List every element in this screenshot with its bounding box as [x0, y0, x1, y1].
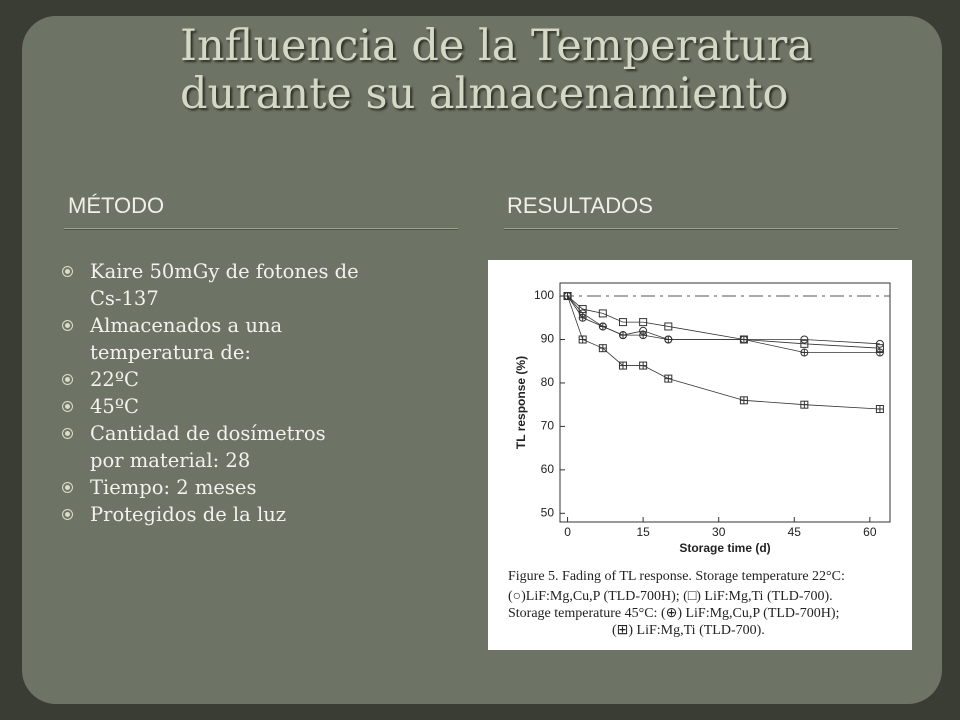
data-point: [664, 322, 673, 331]
bullet-text: Tiempo: 2 meses: [90, 476, 257, 499]
column-heading: RESULTADOS: [507, 193, 653, 218]
data-point: [739, 335, 748, 344]
marker-shape: [875, 339, 884, 348]
data-point: [578, 335, 587, 344]
data-point: [578, 305, 587, 314]
column-heading: MÉTODO: [68, 193, 165, 218]
marker-shape: [800, 401, 808, 409]
x-tick-label: 45: [788, 525, 802, 539]
title: Influencia de la Temperatura durante su …: [180, 22, 920, 118]
y-tick-label: 50: [541, 505, 555, 519]
heading-rule: [64, 228, 458, 230]
marker-shape: [664, 322, 673, 331]
trend-line: [567, 295, 880, 345]
y-tick-label: 70: [541, 419, 555, 433]
data-point: [618, 361, 627, 370]
y-tick-label: 100: [534, 288, 554, 302]
title-line: durante su almacenamiento: [180, 69, 789, 119]
marker-shape: [740, 396, 748, 404]
data-point: [563, 292, 572, 301]
bullet-text: Cantidad de dosímetros: [90, 422, 326, 445]
caption-line: Figure 5. Fading of TL response. Storage…: [508, 569, 845, 584]
marker-shape: [800, 349, 808, 357]
data-point: [875, 339, 884, 348]
marker-shape: [876, 349, 884, 357]
data-point: [618, 318, 627, 327]
bullet: 45ºC: [62, 393, 462, 420]
marker-shape: [618, 318, 627, 327]
bullet-text: por material: 28: [90, 449, 251, 472]
marker-shape: [598, 309, 607, 318]
heading-rule: [504, 228, 898, 230]
x-tick-label: 0: [564, 525, 571, 539]
marker-shape: [740, 335, 748, 343]
y-tick-label: 60: [541, 462, 555, 476]
marker-shape: [578, 305, 587, 314]
marker-shape: [800, 335, 809, 344]
caption-line: Storage temperature 45°C: (⊕) LiF:Mg,Cu,…: [508, 606, 839, 621]
marker-shape: [664, 375, 672, 383]
marker-shape: [664, 335, 672, 343]
data-point: [639, 318, 648, 327]
marker-shape: [579, 335, 587, 343]
data-point: [739, 396, 748, 405]
marker-shape: [639, 318, 648, 327]
data-point: [598, 344, 607, 353]
y-tick-label: 80: [541, 375, 555, 389]
data-point: [800, 335, 809, 344]
marker-shape: [579, 314, 587, 322]
data-point: [800, 348, 809, 357]
bullet: Almacenados a una temperatura de:: [62, 312, 462, 366]
trend-line: [567, 295, 880, 349]
marker-shape: [639, 362, 647, 370]
bullet: Tiempo: 2 meses: [62, 474, 462, 501]
marker-shape: [619, 362, 627, 370]
bullet-text: Cs-137: [90, 287, 159, 310]
bullet-list: Kaire 50mGy de fotones de Cs-137 Almacenad…: [62, 258, 462, 528]
data-point: [639, 331, 648, 340]
data-point: [578, 313, 587, 322]
bullet: 22ºC: [62, 366, 462, 393]
figure: 50 60 70 80 90 100 0 15 30 45 60 Storage time (d) TL…: [488, 260, 912, 650]
title-line: Influencia de la Temperatura: [180, 21, 813, 71]
data-point: [598, 309, 607, 318]
bullet-text: Protegidos de la luz: [90, 503, 287, 526]
caption-line: (○)LiF:Mg,Cu,P (TLD-700H); (□) LiF:Mg,Ti…: [508, 589, 833, 604]
data-point: [875, 405, 884, 414]
marker-shape: [599, 344, 607, 352]
marker-shape: [800, 339, 809, 348]
bullet: Protegidos de la luz: [62, 501, 462, 528]
x-axis-label: Storage time (d): [679, 541, 770, 555]
marker-shape: [564, 292, 572, 300]
data-point: [664, 374, 673, 383]
marker-shape: [876, 405, 884, 413]
bullet-text: Almacenados a una: [90, 314, 283, 337]
data-point: [598, 322, 607, 331]
y-tick-label: 90: [541, 332, 555, 346]
data-point: [618, 331, 627, 340]
x-tick-label: 60: [863, 525, 877, 539]
marker-shape: [599, 322, 607, 330]
plot-frame: [559, 282, 891, 523]
x-tick-label: 30: [712, 525, 726, 539]
data-point: [800, 339, 809, 348]
bullet: Kaire 50mGy de fotones de Cs-137: [62, 258, 462, 312]
caption-line: (⊞) LiF:Mg,Ti (TLD-700).: [612, 623, 765, 638]
bullet-text: 45ºC: [90, 395, 139, 418]
data-point: [800, 400, 809, 409]
figure-background: [488, 260, 912, 650]
bullet-text: 22ºC: [90, 368, 139, 391]
x-tick-label: 15: [636, 525, 650, 539]
y-axis-label: TL response (%): [514, 356, 528, 449]
data-point: [875, 348, 884, 357]
bullet: Cantidad de dosímetros por material: 28: [62, 420, 462, 474]
data-point: [664, 335, 673, 344]
marker-shape: [639, 331, 647, 339]
marker-shape: [619, 331, 627, 339]
bullet-text: temperatura de:: [90, 341, 251, 364]
data-point: [639, 361, 648, 370]
bullet-text: Kaire 50mGy de fotones de: [90, 260, 359, 283]
